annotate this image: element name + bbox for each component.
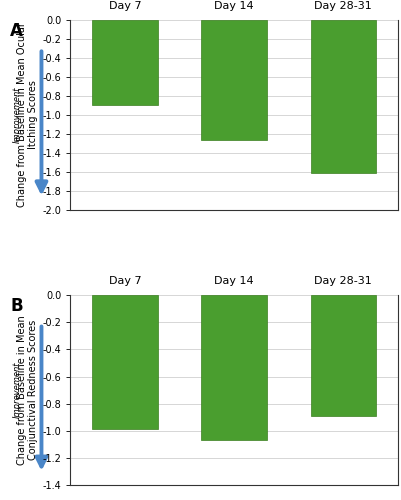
Text: Improvement: Improvement (13, 86, 22, 143)
Bar (310, 295, 375, 416)
Bar (92, 20, 157, 105)
Text: A: A (10, 22, 23, 40)
Y-axis label: Change from Baseline in Mean Ocular
Itching Scores: Change from Baseline in Mean Ocular Itch… (16, 22, 38, 208)
Text: -0.90*: -0.90* (109, 92, 140, 102)
Bar (201, 295, 266, 440)
Bar (201, 20, 266, 140)
Text: -1.61*: -1.61* (326, 156, 358, 166)
Text: Improvement: Improvement (13, 362, 22, 418)
Y-axis label: Change from Baseline in Mean
Conjunctival Redness Scores: Change from Baseline in Mean Conjunctiva… (16, 315, 38, 465)
Text: B: B (10, 297, 23, 315)
Bar (92, 295, 157, 430)
Text: -0.99*: -0.99* (109, 414, 141, 424)
Bar (310, 20, 375, 173)
Text: -1.26*: -1.26* (218, 125, 249, 135)
Text: -1.07*: -1.07* (218, 424, 249, 434)
Text: -0.89*: -0.89* (326, 401, 358, 411)
